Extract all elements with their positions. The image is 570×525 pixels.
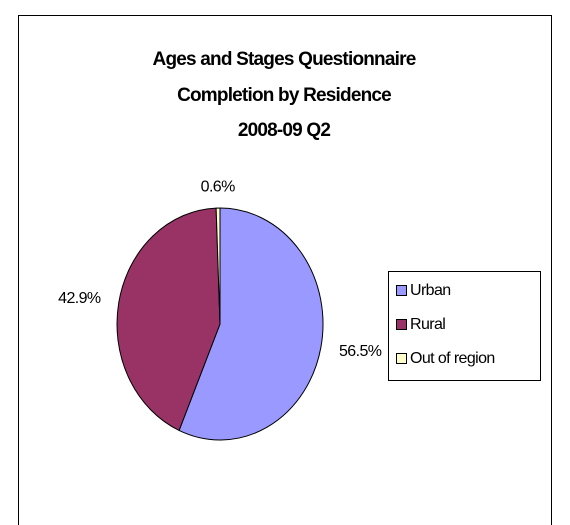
chart-title: Completion by Residence <box>177 85 391 106</box>
legend-swatch <box>396 353 407 364</box>
data-label: 56.5% <box>339 343 382 360</box>
legend <box>388 271 541 381</box>
chart-title: 2008-09 Q2 <box>238 120 331 141</box>
legend-swatch <box>396 285 407 296</box>
legend-label: Urban <box>410 282 451 299</box>
chart-title: Ages and Stages Questionnaire <box>153 49 416 70</box>
legend-swatch <box>396 319 407 330</box>
pie-slice <box>178 207 324 441</box>
pie-slice <box>116 207 221 432</box>
data-label: 0.6% <box>201 178 235 195</box>
data-label: 42.9% <box>58 290 101 307</box>
legend-label: Out of region <box>410 350 495 367</box>
pie-slice <box>215 207 221 325</box>
legend-label: Rural <box>410 316 445 333</box>
